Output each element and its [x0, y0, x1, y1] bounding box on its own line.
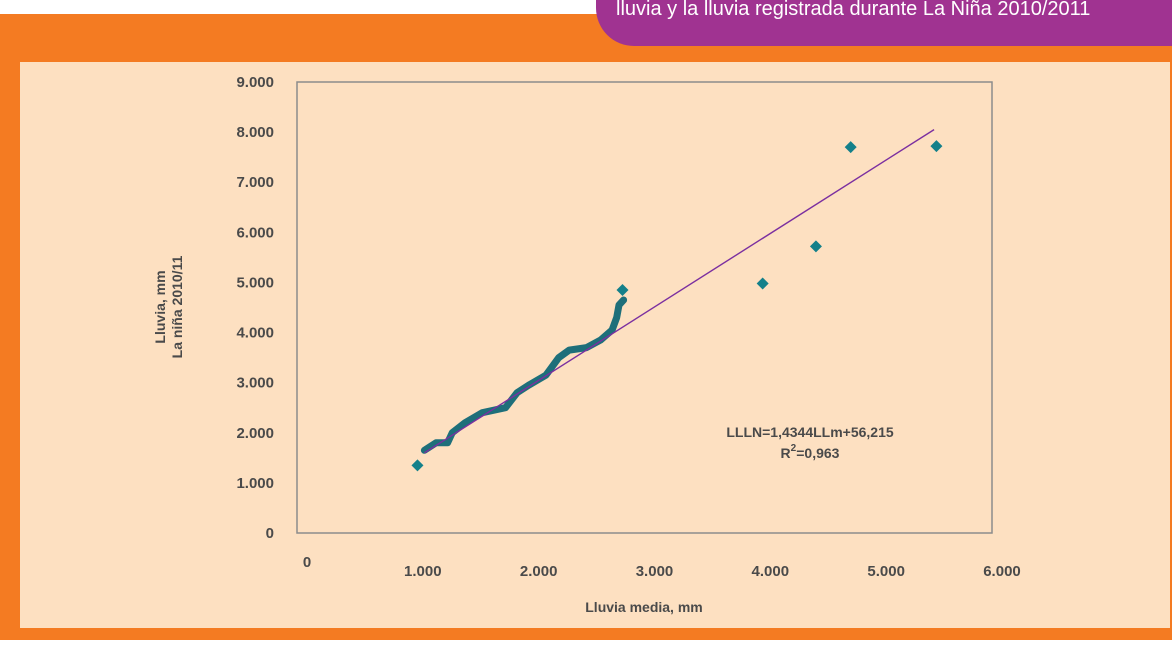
data-point-4: [809, 240, 822, 253]
y-tick-label: 0: [266, 525, 274, 542]
x-tick-label: 4.000: [752, 563, 790, 580]
y-tick-label: 7.000: [236, 174, 274, 191]
r-squared-value: =0,963: [796, 445, 839, 461]
y-tick-label: 5.000: [236, 274, 274, 291]
data-point-3: [756, 277, 769, 290]
x-tick-label: 1.000: [404, 563, 442, 580]
y-tick-label: 2.000: [236, 425, 274, 442]
x-tick-label: 5.000: [867, 563, 905, 580]
y-tick-label: 8.000: [236, 124, 274, 141]
x-tick-label: 6.000: [983, 563, 1021, 580]
scatter-chart: 0 1.000 2.000 3.000 4.000 5.000 6.000 7.000 8.00…: [152, 74, 1021, 615]
chart-panel: 0 1.000 2.000 3.000 4.000 5.000 6.000 7.000 8.00…: [20, 62, 1170, 628]
data-point-6: [930, 140, 943, 153]
x-tick-label: 2.000: [520, 563, 558, 580]
r-squared-symbol: R: [781, 445, 791, 461]
dense-data-curve: [420, 296, 628, 454]
data-point-5: [844, 141, 857, 154]
y-tick-label: 1.000: [236, 475, 274, 492]
y-axis-title-line-2: La niña 2010/11: [169, 255, 185, 358]
y-tick-label: 6.000: [236, 224, 274, 241]
data-point-1: [411, 459, 424, 472]
r-squared-label: R2=0,963: [781, 443, 840, 461]
y-tick-label: 3.000: [236, 375, 274, 392]
trend-line: [424, 129, 935, 454]
y-tick-label: 9.000: [236, 74, 274, 91]
plot-area: [296, 81, 993, 534]
banner-text: lluvia y la lluvia registrada durante La…: [616, 0, 1091, 20]
regression-equation: LLLN=1,4344LLm+56,215: [726, 424, 894, 440]
x-tick-label: 3.000: [636, 563, 674, 580]
data-point-2: [616, 283, 629, 296]
r-squared-superscript: 2: [791, 443, 797, 454]
x-axis-ticks: 0 1.000 2.000 3.000 4.000 5.000 6.000: [303, 554, 1021, 580]
y-axis-title-line-1: Lluvia, mm: [152, 270, 168, 343]
x-axis-title: Lluvia media, mm: [585, 599, 702, 615]
x-tick-label: 0: [303, 554, 311, 571]
y-axis-ticks: 0 1.000 2.000 3.000 4.000 5.000 6.000 7.000 8.00…: [236, 74, 274, 542]
data-points: [411, 140, 943, 472]
y-tick-label: 4.000: [236, 325, 274, 342]
title-banner: lluvia y la lluvia registrada durante La…: [596, 0, 1172, 46]
